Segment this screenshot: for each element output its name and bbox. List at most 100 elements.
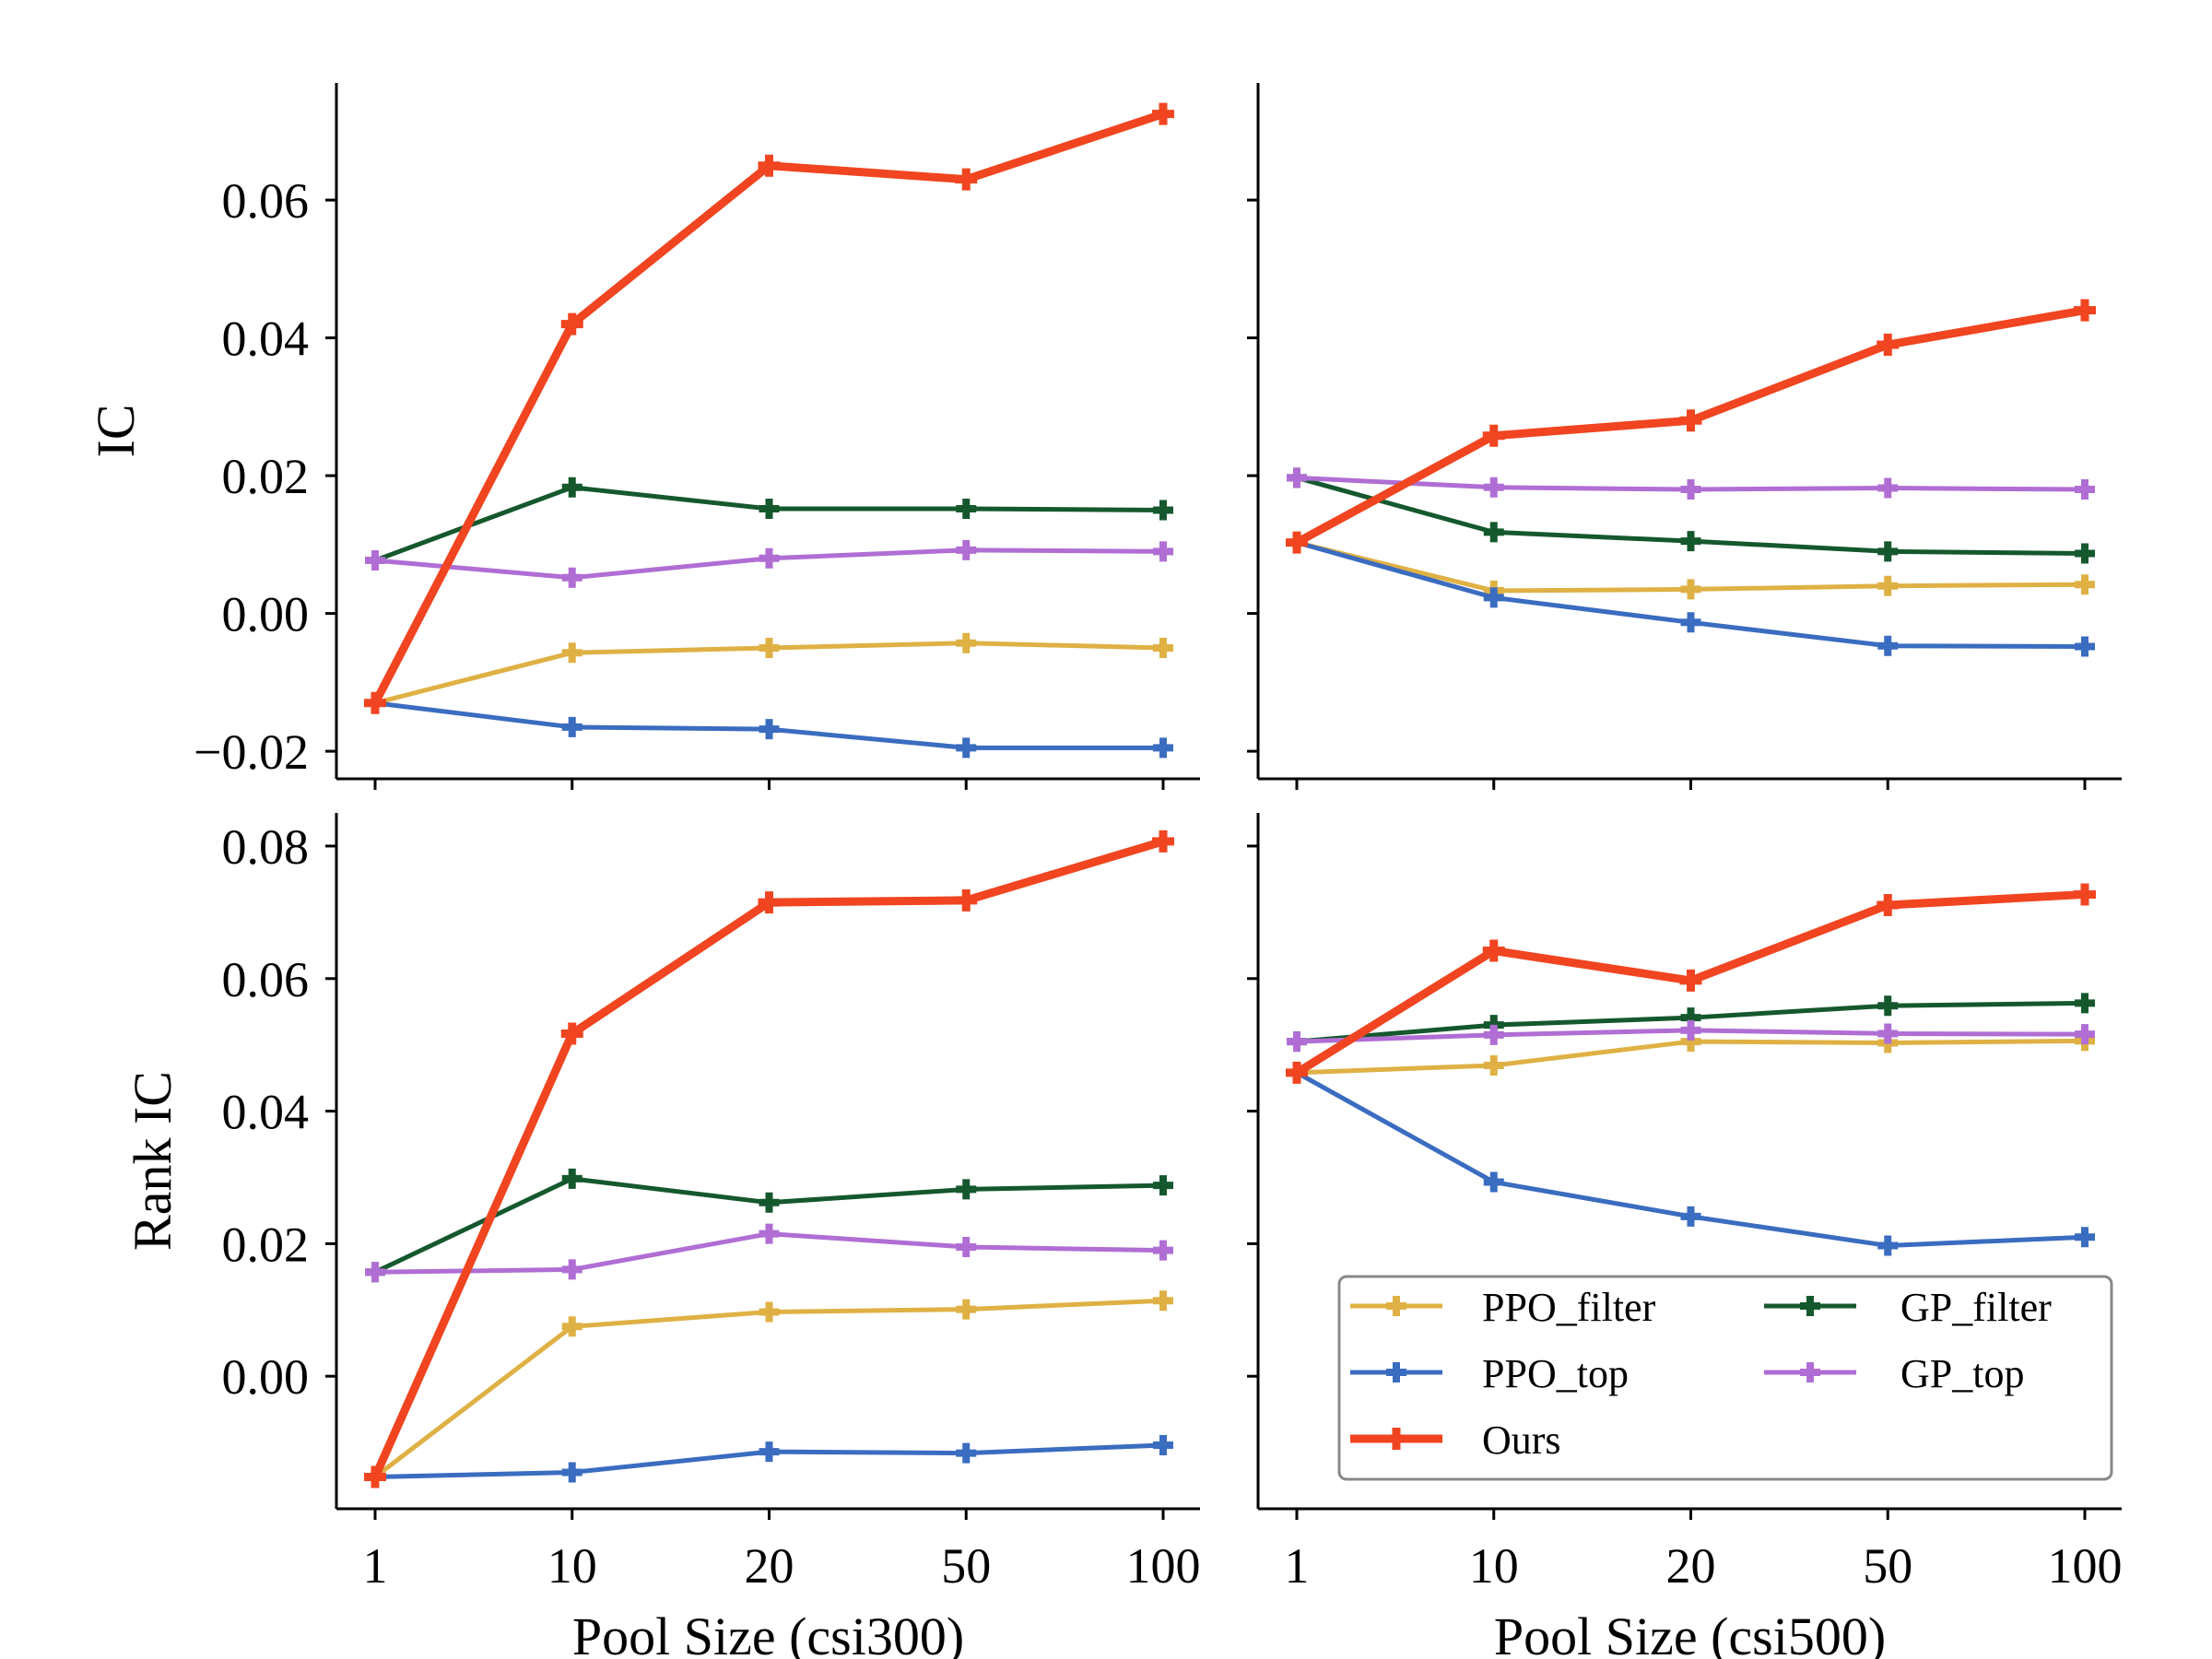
data-point: [2075, 543, 2095, 564]
legend-entry-ppo-top: PPO_top: [1350, 1351, 1629, 1396]
legend-marker-gp-top: [1800, 1362, 1820, 1382]
y-tick-label: 0.04: [222, 312, 310, 367]
y-tick-label: 0.02: [222, 1217, 310, 1272]
data-point: [1286, 531, 1308, 554]
data-point: [2075, 636, 2095, 657]
data-point: [2075, 479, 2095, 500]
data-point: [956, 1236, 977, 1257]
x-tick-label: 1: [1285, 1538, 1310, 1594]
series-ppo-top: [1287, 1062, 2095, 1256]
data-point: [561, 642, 582, 664]
data-point: [2075, 993, 2095, 1014]
series-gp-top: [365, 539, 1173, 588]
legend-label-ppo-top: PPO_top: [1482, 1351, 1629, 1396]
data-point: [364, 1465, 386, 1488]
data-point: [956, 1442, 977, 1464]
legend-label-ours: Ours: [1482, 1418, 1561, 1463]
legend-entry-ppo-filter: PPO_filter: [1350, 1285, 1656, 1330]
data-point: [1152, 102, 1174, 125]
data-point: [2074, 299, 2096, 322]
data-point: [561, 1316, 582, 1337]
data-point: [1877, 334, 1900, 357]
data-point: [956, 737, 977, 759]
data-point: [955, 168, 978, 191]
data-point: [1153, 637, 1173, 658]
data-point: [1153, 1240, 1173, 1261]
series-line-ours: [371, 837, 1165, 1479]
data-point: [561, 477, 582, 498]
data-point: [1153, 541, 1173, 562]
data-point: [1483, 477, 1504, 498]
x-tick-label: 10: [547, 1538, 597, 1594]
x-tick-label: 1: [363, 1538, 388, 1594]
data-point: [1286, 1061, 1308, 1084]
data-point: [1680, 612, 1701, 633]
data-point: [1153, 500, 1173, 521]
y-tick-label: 0.04: [222, 1085, 310, 1140]
x-tick-label: 10: [1469, 1538, 1519, 1594]
data-point: [561, 1462, 582, 1483]
x-tick-label: 50: [1863, 1538, 1912, 1594]
data-point: [1153, 1290, 1173, 1312]
legend-label-gp-top: GP_top: [1900, 1351, 2024, 1396]
data-point: [759, 1301, 780, 1323]
data-point: [561, 716, 582, 737]
y-tick-label: 0.08: [222, 819, 310, 875]
series-ours: [364, 830, 1174, 1488]
data-point: [1483, 1054, 1504, 1076]
data-point: [1483, 1171, 1504, 1193]
data-point: [365, 1262, 385, 1283]
legend-entry-gp-filter: GP_filter: [1764, 1285, 2052, 1330]
series-ppo-filter: [365, 632, 1173, 713]
data-point: [955, 888, 978, 912]
data-point: [759, 1223, 780, 1244]
panel-top-left: −0.02 0.00 0.02 0.04 0.06 IC: [86, 83, 1200, 790]
legend: PPO_filter GP_filter PPO_top GP_top Ours: [1337, 1275, 2113, 1481]
data-point: [1877, 995, 1899, 1017]
x-tick-label: 20: [745, 1538, 794, 1594]
data-point: [1680, 1206, 1701, 1227]
data-point: [1877, 575, 1899, 596]
x-tick-label: 20: [1666, 1538, 1716, 1594]
data-point: [1680, 531, 1701, 552]
data-point: [1877, 893, 1900, 916]
data-point: [560, 1022, 583, 1045]
data-point: [2075, 1227, 2095, 1248]
legend-entry-ours: Ours: [1350, 1418, 1561, 1463]
series-ours: [364, 102, 1174, 714]
data-point: [365, 550, 385, 571]
series-gp-top: [1287, 1019, 2095, 1053]
data-point: [1483, 587, 1504, 608]
data-point: [2074, 883, 2096, 906]
x-tick-label: 100: [1126, 1538, 1201, 1594]
data-point: [1287, 467, 1307, 488]
data-point: [1680, 479, 1701, 500]
data-point: [759, 719, 780, 740]
x-tick-label: 50: [941, 1538, 991, 1594]
legend-frame: [1337, 1275, 2113, 1481]
legend-marker-gp-filter: [1800, 1296, 1820, 1316]
data-point: [956, 539, 977, 560]
chart-panels: −0.020.000.020.040.06IC0.000.020.040.060…: [86, 83, 2123, 1659]
legend-entry-gp-top: GP_top: [1764, 1351, 2024, 1396]
data-point: [1877, 477, 1899, 499]
data-point: [1679, 969, 1702, 992]
data-point: [956, 498, 977, 519]
data-point: [1680, 1019, 1701, 1041]
legend-marker-ppo-top: [1386, 1362, 1406, 1382]
data-point: [560, 312, 583, 335]
y-tick-label: 0.06: [222, 952, 310, 1007]
data-point: [956, 1179, 977, 1200]
data-point: [759, 1192, 780, 1213]
data-point: [758, 154, 781, 177]
data-point: [956, 632, 977, 653]
series-ours: [1286, 883, 2096, 1084]
y-tick-label: −0.02: [194, 724, 309, 780]
data-point: [1680, 1031, 1701, 1053]
data-point: [1877, 635, 1899, 656]
y-tick-label: 0.06: [222, 173, 310, 229]
series-gp-top: [365, 1223, 1173, 1283]
data-point: [1287, 1031, 1307, 1053]
data-point: [1877, 1235, 1899, 1256]
